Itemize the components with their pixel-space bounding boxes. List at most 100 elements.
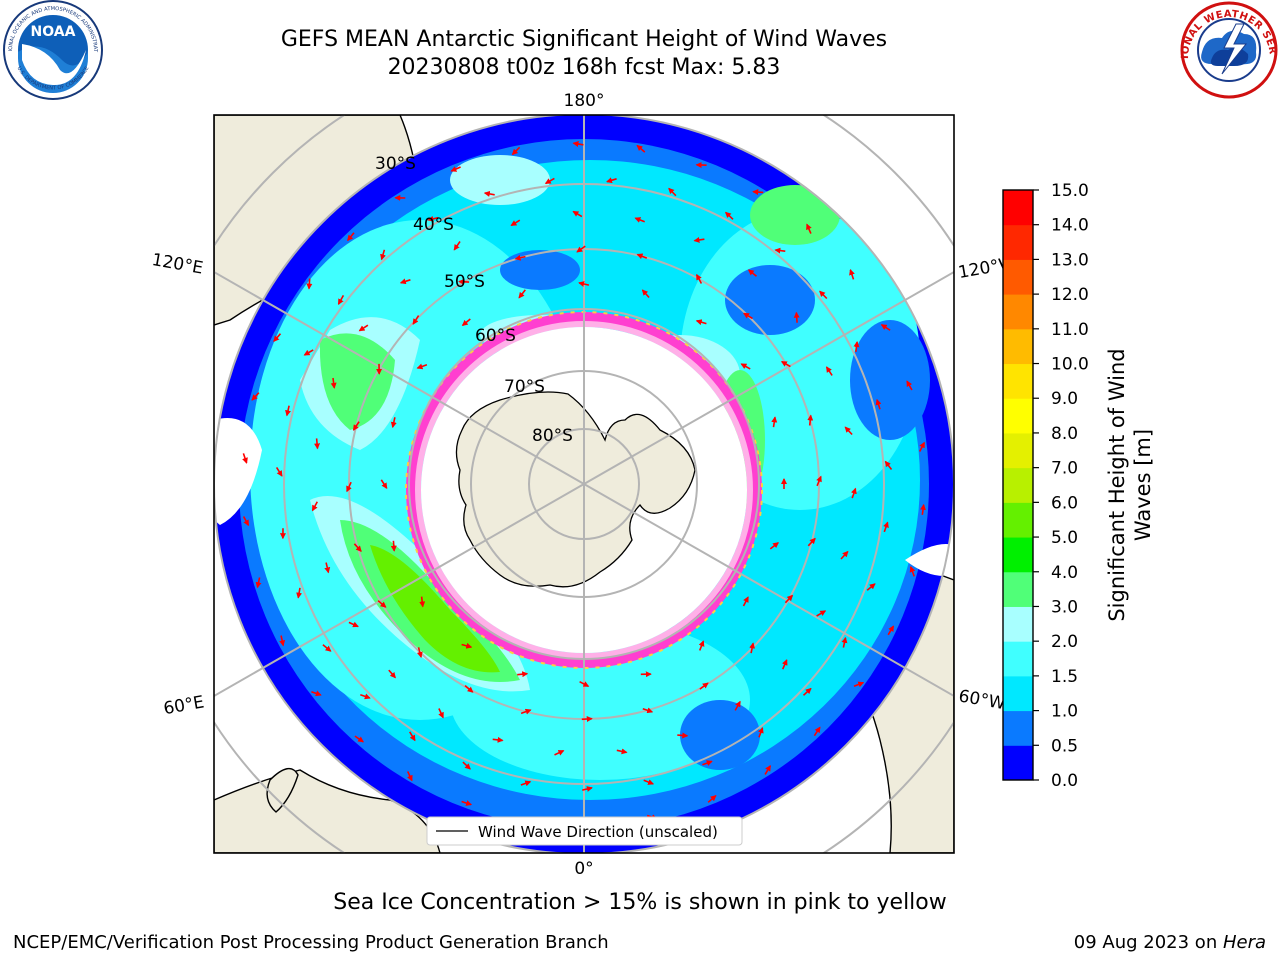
- colorbar-swatch: [1003, 606, 1033, 642]
- noaa-logo-text: NOAA: [31, 24, 76, 40]
- wind-wave-arrow: [572, 210, 583, 218]
- colorbar-frame: [1002, 189, 1034, 781]
- wind-wave-arrow: [781, 659, 788, 670]
- wind-wave-arrow: [520, 708, 532, 715]
- wind-wave-arrow: [806, 223, 812, 234]
- wind-wave-arrow: [348, 621, 359, 628]
- wind-wave-arrow: [390, 540, 397, 552]
- wind-wave-arrow: [807, 537, 816, 547]
- legend-label: Wind Wave Direction (unscaled): [478, 823, 718, 841]
- wind-wave-arrow: [416, 647, 423, 658]
- colorbar-tick-label: 14.0: [1051, 216, 1089, 236]
- wind-wave-arrow: [314, 438, 321, 450]
- wind-wave-arrow: [875, 398, 882, 410]
- colorbar-swatch: [1003, 363, 1033, 399]
- wind-wave-arrow: [887, 625, 895, 636]
- wind-wave-arrow: [677, 732, 689, 739]
- wind-wave-arrow: [920, 503, 926, 515]
- wind-wave-arrow: [747, 269, 758, 277]
- wind-wave-arrow: [578, 281, 590, 287]
- wind-wave-arrow: [807, 414, 814, 426]
- wind-wave-arrow: [576, 245, 586, 253]
- colorbar-label-line2: Waves [m]: [1131, 429, 1155, 541]
- wind-wave-arrow: [337, 295, 345, 305]
- lon-label-120e: 120°E: [150, 250, 204, 279]
- wind-wave-arrow: [380, 249, 386, 261]
- legend: Wind Wave Direction (unscaled): [426, 816, 743, 846]
- wind-wave-arrow: [406, 771, 413, 782]
- wind-wave-arrow: [453, 241, 461, 251]
- wind-wave-arrow: [279, 635, 286, 647]
- wind-wave-arrow: [849, 268, 855, 280]
- wind-wave-arrow: [764, 764, 771, 775]
- lon-label-180: 180°: [564, 91, 605, 111]
- colorbar-swatch: [1003, 224, 1033, 260]
- wind-wave-arrow: [757, 726, 764, 738]
- colorbar-swatch: [1003, 328, 1033, 365]
- wind-wave-arrow: [840, 550, 849, 560]
- lat-label-40s: 40°S: [413, 215, 454, 235]
- wind-wave-arrow: [306, 278, 313, 290]
- wind-wave-arrow: [322, 644, 332, 652]
- colorbar-swatch: [1003, 571, 1033, 607]
- wind-wave-arrow: [511, 146, 521, 156]
- wind-wave-arrow: [698, 640, 705, 651]
- colorbar-tick-label: 9.0: [1051, 389, 1078, 409]
- wind-wave-arrow: [464, 684, 474, 693]
- wind-wave-arrow: [740, 363, 751, 370]
- map-frame: [213, 114, 955, 854]
- wind-wave-arrow: [906, 380, 913, 391]
- wind-wave-arrow: [450, 166, 461, 172]
- wind-wave-arrow: [918, 441, 926, 452]
- wind-wave-arrow: [390, 417, 397, 429]
- colorbar-swatch: [1003, 745, 1033, 781]
- colorbar-tick-label: 7.0: [1051, 459, 1078, 479]
- wind-wave-arrow: [462, 761, 471, 770]
- wind-wave-arrow: [851, 487, 857, 499]
- colorbar-swatch: [1003, 294, 1033, 330]
- wind-wave-arrow: [296, 587, 303, 599]
- wind-wave-arrow: [572, 141, 584, 147]
- wind-wave-arrow: [303, 349, 314, 356]
- colorbar-tick-label: 1.0: [1051, 702, 1078, 722]
- wind-wave-arrow: [330, 377, 337, 389]
- wind-wave-arrow: [784, 594, 794, 604]
- wind-wave-arrow: [724, 211, 734, 220]
- wind-wave-arrow: [813, 726, 821, 737]
- wind-wave-arrow: [693, 236, 705, 243]
- colorbar-tick-label: 1.5: [1051, 667, 1078, 687]
- wind-wave-arrow: [636, 253, 648, 260]
- wind-wave-arrow: [816, 610, 827, 617]
- wind-wave-arrow: [695, 273, 703, 284]
- wind-wave-arrow: [774, 247, 786, 254]
- wind-wave-arrow: [616, 748, 628, 755]
- colorbar-swatch: [1003, 259, 1033, 295]
- wind-wave-arrow: [883, 521, 889, 533]
- lon-label-0: 0°: [574, 859, 593, 879]
- wind-wave-arrow: [844, 426, 853, 436]
- land-madagascar: [266, 767, 299, 813]
- colorbar-label-line1: Significant Height of Wind: [1105, 348, 1129, 621]
- wind-wave-arrow: [884, 460, 893, 470]
- colorbar-tick-label: 0.5: [1051, 736, 1078, 756]
- wind-wave-arrow: [841, 636, 848, 648]
- wind-wave-arrow: [793, 311, 800, 323]
- wind-wave-arrow: [242, 516, 250, 527]
- wind-wave-arrow: [641, 289, 650, 299]
- wind-wave-arrow: [324, 562, 331, 574]
- wave-height-field: [214, 115, 954, 853]
- wind-wave-arrow: [517, 671, 529, 678]
- wind-wave-arrow: [771, 416, 778, 428]
- wind-wave-arrow: [380, 479, 388, 490]
- wind-wave-arrow: [853, 681, 865, 688]
- wind-wave-arrow: [743, 312, 753, 320]
- colorbar: 0.0 0.5 1.0 1.5 2.0 3.0 4.0 5.0 6.0 7.0 8.0 9.0 10.0…: [1002, 181, 1089, 791]
- wind-wave-arrow: [483, 190, 495, 197]
- wind-wave-arrow: [699, 682, 709, 690]
- wind-wave-arrow: [492, 736, 504, 743]
- colorbar-swatch: [1003, 710, 1033, 746]
- wind-wave-arrow: [909, 566, 916, 577]
- wind-wave-arrow: [866, 583, 876, 591]
- colorbar-swatch: [1003, 432, 1033, 469]
- colorbar-swatch: [1003, 502, 1033, 538]
